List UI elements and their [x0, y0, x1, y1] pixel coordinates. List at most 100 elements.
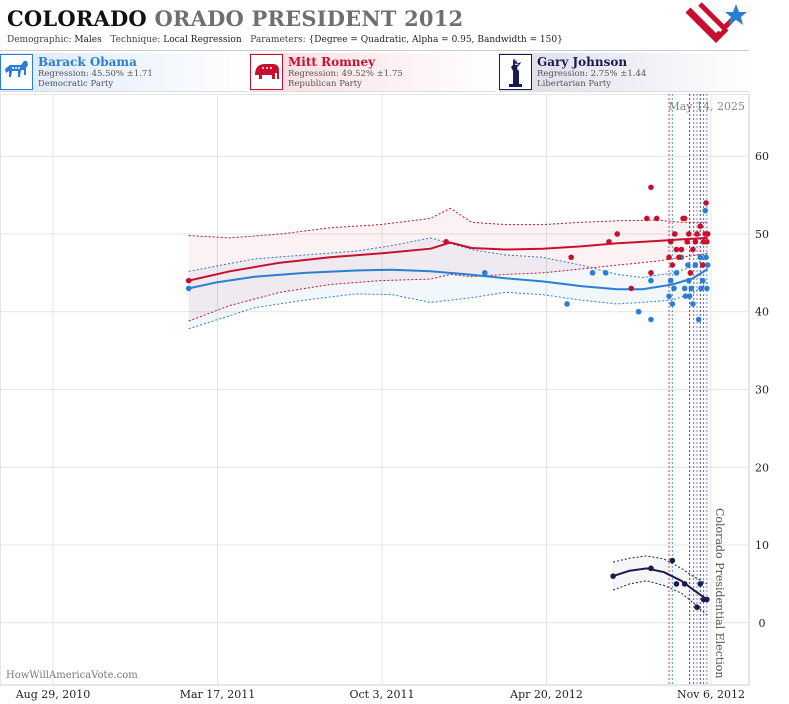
y-tick-label: 40: [755, 306, 769, 319]
y-tick-label: 10: [755, 539, 769, 552]
lower-bound-line: [612, 580, 708, 616]
candidate-name: Barack Obama: [38, 55, 137, 69]
poll-point: [653, 215, 660, 222]
poll-point: [694, 604, 700, 611]
poll-point: [695, 316, 702, 323]
y-tick-label: 60: [755, 150, 769, 163]
poll-point: [692, 238, 699, 245]
chart: 0 10 20 30 40 50 60 Aug 29, 2010 Mar 17, 2011 Oc…: [0, 94, 769, 701]
poll-points: [185, 184, 711, 611]
candidate-regression: Regression: 49.52% ±1.75: [288, 69, 403, 79]
x-tick-label: Nov 6, 2012: [677, 688, 745, 701]
y-tick-label: 50: [755, 228, 769, 241]
x-tick-label: Apr 20, 2012: [509, 688, 583, 701]
poll-point: [704, 285, 710, 292]
poll-point: [648, 277, 654, 284]
technique-label: Technique:: [110, 35, 161, 45]
candidate-johnson: Gary Johnson Regression: 2.75% ±1.44 Lib…: [499, 53, 749, 92]
candidate-legend: Barack Obama Regression: 45.50% ±1.71 De…: [0, 53, 749, 93]
poll-point: [648, 270, 654, 276]
poll-point: [690, 246, 696, 253]
lower-bound-line: [188, 281, 708, 330]
poll-point: [688, 285, 695, 292]
confidence-band: [188, 237, 708, 329]
demographic-value: Males: [74, 35, 102, 45]
upper-bound-line: [612, 555, 708, 585]
candidate-name: Gary Johnson: [537, 55, 628, 69]
y-tick-label: 0: [759, 617, 766, 630]
poll-point: [703, 200, 709, 206]
statue-of-liberty-icon: [499, 54, 532, 90]
poll-point: [672, 231, 678, 237]
poll-point: [610, 573, 616, 579]
poll-point: [697, 581, 704, 587]
poll-point: [667, 238, 674, 245]
poll-point: [676, 254, 682, 261]
candidate-regression: Regression: 2.75% ±1.44: [537, 69, 647, 79]
y-tick-label: 30: [755, 384, 769, 397]
poll-point: [699, 262, 706, 268]
poll-point: [602, 270, 609, 276]
poll-point: [690, 301, 696, 307]
poll-point: [644, 215, 650, 222]
candidate-regression: Regression: 45.50% ±1.71: [38, 69, 153, 79]
poll-point: [704, 238, 710, 245]
credit-label: HowWillAmericaVote.com: [6, 670, 138, 681]
poll-point: [648, 316, 654, 323]
poll-point: [697, 254, 704, 261]
candidate-party: Libertarian Party: [537, 79, 612, 89]
x-tick-label: Aug 29, 2010: [15, 688, 91, 701]
flag-star-logo: [686, 2, 747, 43]
parameters-value: {Degree = Quadratic, Alpha = 0.95, Bandw…: [308, 35, 563, 45]
poll-point: [614, 231, 621, 237]
trend-line: [188, 236, 708, 282]
poll-point: [704, 596, 710, 603]
page-title: COLORADO ORADO PRESIDENT 2012: [7, 6, 463, 31]
date-label: May 14, 2025: [668, 100, 745, 113]
parameters-label: Parameters:: [250, 35, 306, 45]
poll-point: [704, 262, 711, 268]
poll-point: [606, 238, 612, 245]
poll-point: [673, 270, 680, 276]
poll-point: [635, 308, 642, 315]
parameters-line: Demographic: Males Technique: Local Regr…: [7, 35, 563, 45]
poll-point: [671, 285, 677, 292]
upper-bound-line: [188, 207, 708, 239]
poll-point: [667, 277, 674, 284]
poll-point: [648, 565, 654, 572]
poll-point: [681, 215, 688, 222]
y-tick-label: 20: [755, 461, 769, 474]
election-label: Colorado Presidential Election: [713, 508, 726, 679]
poll-point: [589, 270, 596, 276]
poll-point: [686, 293, 693, 299]
poll-point: [685, 231, 692, 237]
y-axis-labels: 0 10 20 30 40 50 60: [755, 150, 769, 630]
poll-point: [673, 246, 680, 253]
poll-point: [687, 270, 694, 276]
lower-bound-line: [188, 252, 708, 322]
poll-point: [681, 285, 688, 292]
poll-point: [703, 254, 709, 261]
technique-value: Local Regression: [163, 35, 242, 45]
poll-point: [698, 285, 704, 292]
poll-point: [564, 301, 570, 307]
poll-point: [673, 581, 680, 587]
candidate-name: Mitt Romney: [288, 55, 376, 69]
trend-lines: [188, 236, 709, 601]
candidate-romney: Mitt Romney Regression: 49.52% ±1.75 Rep…: [250, 53, 496, 92]
poll-point: [699, 277, 706, 284]
x-tick-label: Oct 3, 2011: [349, 688, 414, 701]
poll-point: [684, 238, 690, 245]
poll-point: [666, 254, 672, 261]
trend-line: [188, 268, 709, 291]
poll-point: [692, 262, 699, 268]
title-rest: ORADO PRESIDENT 2012: [154, 6, 464, 31]
poll-point: [669, 262, 676, 268]
poll-point: [568, 254, 574, 261]
trend-line: [612, 567, 708, 601]
elephant-icon: [250, 54, 283, 90]
candidate-party: Republican Party: [288, 79, 362, 89]
confidence-band: [188, 208, 708, 322]
poll-point: [682, 293, 689, 299]
donkey-icon: [0, 54, 33, 90]
